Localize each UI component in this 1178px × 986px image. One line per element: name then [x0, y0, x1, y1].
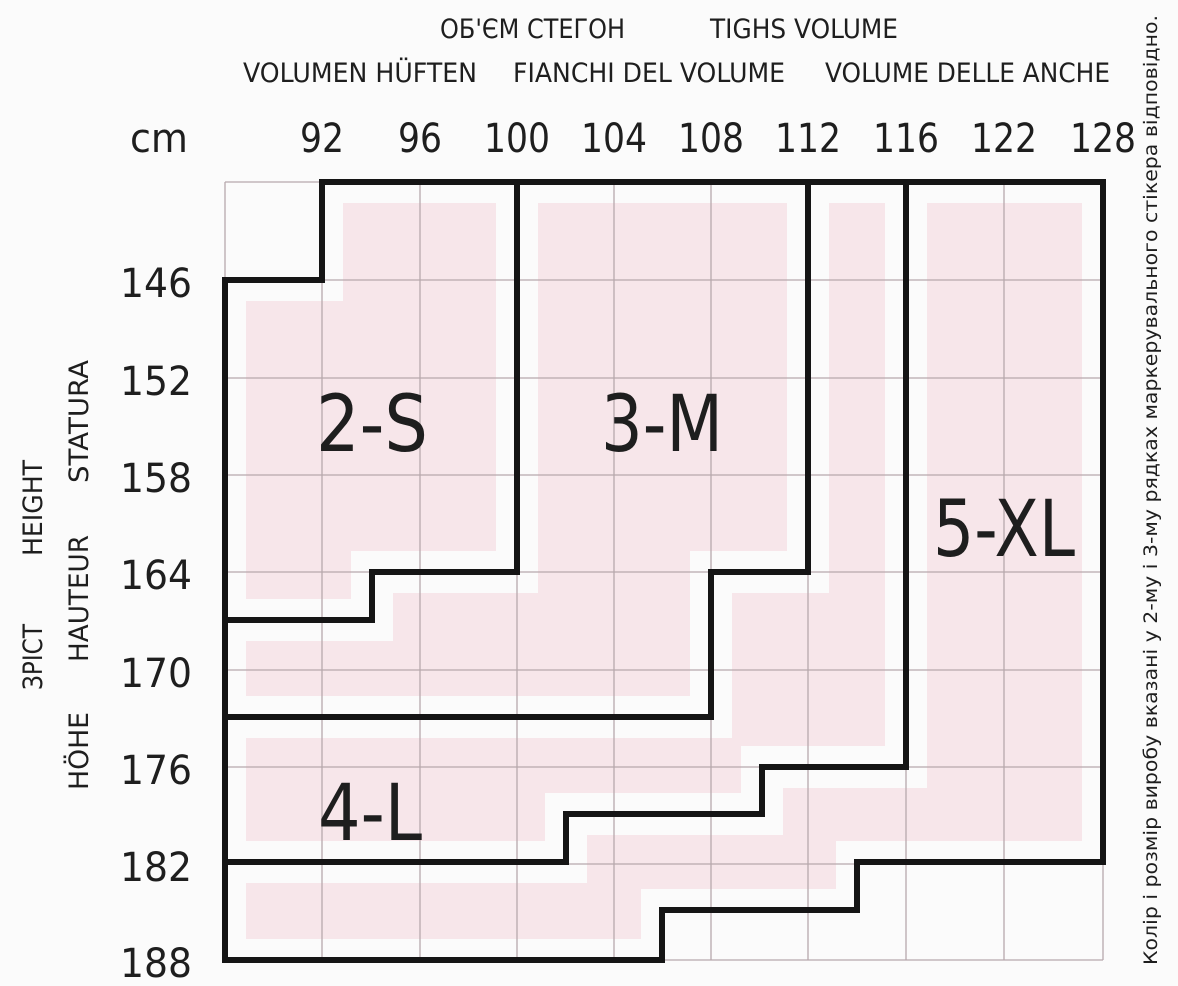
size-label-l: 4-L [318, 769, 422, 859]
height-axis: 146 152 158 164 170 176 182 188 [120, 261, 192, 986]
height-tick-label: 182 [120, 845, 192, 891]
size-label-xl: 5-XL [933, 485, 1075, 575]
hip-tick-label: 92 [300, 116, 344, 162]
hip-tick-label: 104 [581, 116, 647, 162]
sticker-note: Колір і розмір виробу вказані у 2-му і 3… [1140, 15, 1162, 965]
height-tick-label: 158 [120, 456, 192, 502]
height-tick-label: 188 [120, 941, 192, 986]
size-label-s: 2-S [316, 380, 428, 470]
height-tick-label: 146 [120, 261, 192, 307]
height-tick-label: 164 [120, 553, 192, 599]
size-label-m: 3-M [601, 380, 723, 470]
size-outline-xl [222, 179, 1106, 963]
height-tick-label: 170 [120, 651, 192, 697]
hip-tick-label: 96 [398, 116, 442, 162]
height-label-it: STATURA [64, 359, 95, 483]
hip-tick-label: 128 [1070, 116, 1136, 162]
hip-tick-label: 100 [484, 116, 550, 162]
hip-tick-label: 112 [775, 116, 841, 162]
header-uk: ОБ'ЄМ СТЕГОН [440, 14, 625, 45]
height-tick-label: 176 [120, 748, 192, 794]
height-tick-label: 152 [120, 359, 192, 405]
hip-tick-label: 122 [971, 116, 1037, 162]
hip-axis: 92 96 100 104 108 112 116 122 128 [300, 116, 1136, 162]
height-label-fr: HAUTEUR [64, 535, 95, 662]
height-label-de: HÖHE [63, 712, 95, 790]
size-region-outlines [222, 179, 1106, 963]
height-label-en: HEIGHT [18, 460, 49, 556]
hip-tick-label: 116 [873, 116, 939, 162]
unit-label: cm [130, 116, 188, 162]
height-label-uk: ЗРІСТ [18, 624, 49, 690]
header-en: TIGHS VOLUME [709, 14, 898, 45]
header-fr: VOLUME DELLE ANCHE [825, 58, 1110, 89]
header-de: VOLUMEN HÜFTEN [243, 57, 477, 89]
hip-tick-label: 108 [678, 116, 744, 162]
header-it: FIANCHI DEL VOLUME [513, 58, 785, 89]
